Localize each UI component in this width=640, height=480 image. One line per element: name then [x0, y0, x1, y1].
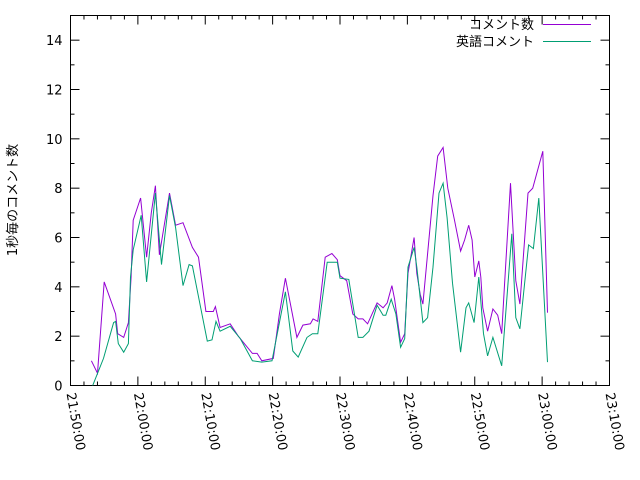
y-tick-label: 4: [54, 281, 62, 296]
x-tick-label: 23:00:00: [534, 392, 559, 452]
legend-entry-english-comments: 英語コメント: [456, 34, 591, 50]
y-tick-label: 8: [54, 182, 62, 197]
y-tick-label: 0: [54, 380, 62, 395]
y-tick-label: 10: [46, 133, 63, 148]
x-tick-label: 22:40:00: [399, 392, 424, 452]
x-tick-label: 21:50:00: [63, 392, 88, 452]
legend: コメント数 英語コメント: [456, 18, 591, 50]
x-tick-label: 22:10:00: [197, 392, 222, 452]
plot-border: [70, 15, 610, 386]
legend-label-comments: コメント数: [469, 18, 534, 33]
legend-entry-comments: コメント数: [469, 18, 591, 33]
y-tick-label: 14: [46, 34, 63, 49]
series-lines: [90, 146, 548, 386]
x-tick-labels: 21:50:00 22:00:00 22:10:00 22:20:00 22:30:00…: [63, 392, 627, 452]
y-tick-labels: 0 2 4 6 8 10 12 14: [46, 34, 63, 394]
axis-ticks: [70, 15, 610, 386]
x-tick-label: 22:00:00: [130, 392, 155, 452]
y-tick-label: 12: [46, 84, 63, 99]
y-tick-label: 2: [54, 330, 62, 345]
y-tick-label: 6: [54, 232, 62, 247]
x-tick-label: 23:10:00: [602, 392, 627, 452]
legend-label-english-comments: 英語コメント: [456, 34, 534, 50]
x-tick-label: 22:20:00: [265, 392, 290, 452]
x-tick-label: 22:50:00: [467, 392, 492, 452]
x-tick-label: 22:30:00: [332, 392, 357, 452]
series-comments: [90, 146, 548, 376]
series-english-comments: [92, 181, 548, 386]
y-axis-label: 1秒毎のコメント数: [5, 144, 21, 256]
